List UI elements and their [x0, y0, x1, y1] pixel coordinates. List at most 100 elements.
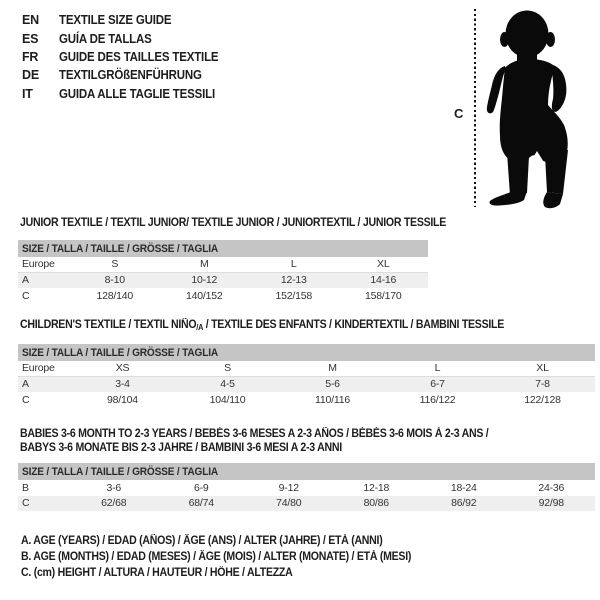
cell: 80/86 [363, 497, 389, 510]
table-row: C 128/140 140/152 152/158 158/170 [18, 288, 428, 304]
junior-table-title-text: JUNIOR TEXTILE / TEXTIL JUNIOR/ TEXTILE … [20, 217, 447, 229]
cell: XL [377, 258, 390, 271]
language-label: GUIDE DES TAILLES TEXTILE [59, 49, 219, 64]
cell: 4-5 [220, 378, 235, 391]
children-table-title-text: CHILDREN'S TEXTILE / TEXTIL NIÑO/A / TEX… [20, 319, 504, 333]
cell: 6-7 [430, 378, 445, 391]
size-header-bar: SIZE / TALLA / TAILLE / GRÖSSE / TAGLIA [18, 344, 595, 361]
table-row: A 8-10 10-12 12-13 14-16 [18, 272, 428, 288]
cell: 86/92 [451, 497, 477, 510]
junior-table-title: JUNIOR TEXTILE / TEXTIL JUNIOR/ TEXTILE … [20, 217, 483, 231]
babies-size-table: SIZE / TALLA / TAILLE / GRÖSSE / TAGLIA … [18, 463, 595, 511]
language-list: EN TEXTILE SIZE GUIDE ES GUÍA DE TALLAS … [22, 11, 232, 103]
cell: 9-12 [278, 481, 299, 494]
title-post: / TEXTILE DES ENFANTS / KINDERTEXTIL / B… [203, 319, 505, 331]
cell: 24-36 [538, 481, 565, 494]
cell: 122/128 [524, 393, 561, 406]
junior-size-table: SIZE / TALLA / TAILLE / GRÖSSE / TAGLIA … [18, 240, 428, 304]
cell: M [199, 258, 209, 271]
cell: 62/68 [101, 497, 127, 510]
size-header-bar: SIZE / TALLA / TAILLE / GRÖSSE / TAGLIA [18, 463, 595, 480]
language-row-en: EN TEXTILE SIZE GUIDE [22, 11, 232, 29]
cell: 152/158 [275, 289, 313, 302]
cell: 7-8 [535, 378, 550, 391]
cell: S [224, 362, 231, 375]
language-code: ES [22, 31, 39, 46]
size-header-text: SIZE / TALLA / TAILLE / GRÖSSE / TAGLIA [22, 242, 218, 255]
title-sub: /A [196, 323, 204, 332]
cell: 6-9 [193, 481, 209, 494]
cell: 12-18 [363, 481, 390, 494]
toddler-silhouette-figure [483, 8, 595, 210]
cell: 104/110 [209, 393, 246, 406]
cell: 3-6 [106, 481, 122, 494]
cell: 98/104 [107, 393, 138, 406]
cell: 128/140 [96, 289, 134, 302]
row-label: A [22, 274, 29, 287]
legend-line-c: C. (cm) HEIGHT / ALTURA / HAUTEUR / HÖHE… [21, 565, 445, 581]
legend-line-c-text: C. (cm) HEIGHT / ALTURA / HAUTEUR / HÖHE… [21, 567, 293, 579]
measurement-legend: A. AGE (YEARS) / EDAD (AÑOS) / ÂGE (ANS)… [21, 533, 445, 581]
children-size-table: SIZE / TALLA / TAILLE / GRÖSSE / TAGLIA … [18, 344, 595, 408]
row-label: C [22, 497, 30, 510]
cell: 158/170 [364, 289, 402, 302]
language-label: GUIDA ALLE TAGLIE TESSILI [59, 86, 215, 101]
row-label: Europe [22, 362, 55, 375]
language-row-fr: FR GUIDE DES TAILLES TEXTILE [22, 48, 232, 66]
row-label: Europe [22, 258, 55, 271]
legend-line-a-text: A. AGE (YEARS) / EDAD (AÑOS) / ÂGE (ANS)… [21, 535, 383, 547]
cell: 5-6 [325, 378, 340, 391]
height-measure-dotted-line [474, 9, 476, 207]
cell: L [434, 362, 441, 375]
cell: XL [536, 362, 549, 375]
cell: L [290, 258, 297, 271]
cell: XS [115, 362, 130, 375]
babies-table-title: BABIES 3-6 MONTH TO 2-3 YEARS / BEBÉS 3-… [20, 428, 529, 455]
cell: 140/152 [185, 289, 223, 302]
cell: M [328, 362, 337, 375]
size-header-text: SIZE / TALLA / TAILLE / GRÖSSE / TAGLIA [22, 465, 218, 478]
legend-line-b: B. AGE (MONTHS) / EDAD (MESES) / ÂGE (MO… [21, 549, 445, 565]
table-row: Europe S M L XL [18, 257, 428, 273]
row-label: A [22, 378, 29, 391]
cell: 8-10 [104, 274, 125, 287]
row-label: B [22, 481, 29, 494]
cell: 3-4 [115, 378, 130, 391]
language-label: GUÍA DE TALLAS [59, 31, 152, 46]
table-row: C 98/104 104/110 110/116 116/122 122/128 [18, 392, 595, 408]
language-code: DE [22, 68, 39, 83]
table-row: B 3-6 6-9 9-12 12-18 18-24 24-36 [18, 480, 595, 496]
language-row-es: ES GUÍA DE TALLAS [22, 29, 232, 47]
cell: 12-13 [280, 274, 307, 287]
legend-line-b-text: B. AGE (MONTHS) / EDAD (MESES) / ÂGE (MO… [21, 551, 412, 563]
legend-line-a: A. AGE (YEARS) / EDAD (AÑOS) / ÂGE (ANS)… [21, 533, 445, 549]
language-code: EN [22, 13, 39, 28]
cell: 74/80 [276, 497, 302, 510]
cell: 116/122 [419, 393, 456, 406]
babies-title-line2: BABYS 3-6 MONATE BIS 2-3 JAHRE / BAMBINI… [20, 441, 342, 454]
row-label: C [22, 393, 30, 406]
table-row: C 62/68 68/74 74/80 80/86 86/92 92/98 [18, 495, 595, 511]
language-row-de: DE TEXTILGRÖßENFÜHRUNG [22, 66, 232, 84]
toddler-silhouette-icon [486, 10, 568, 209]
children-table-title: CHILDREN'S TEXTILE / TEXTIL NIÑO/A / TEX… [20, 319, 546, 333]
language-label: TEXTILE SIZE GUIDE [59, 13, 172, 28]
language-label: TEXTILGRÖßENFÜHRUNG [59, 68, 202, 83]
size-header-bar: SIZE / TALLA / TAILLE / GRÖSSE / TAGLIA [18, 240, 428, 257]
cell: 68/74 [188, 497, 214, 510]
babies-title-line1: BABIES 3-6 MONTH TO 2-3 YEARS / BEBÉS 3-… [20, 428, 489, 440]
cell: 10-12 [191, 274, 218, 287]
language-row-it: IT GUIDA ALLE TAGLIE TESSILI [22, 85, 232, 103]
row-label: C [22, 289, 30, 302]
cell: 92/98 [538, 497, 564, 510]
language-code: IT [22, 86, 33, 101]
table-row: Europe XS S M L XL [18, 361, 595, 377]
title-pre: CHILDREN'S TEXTILE / TEXTIL NIÑO [20, 319, 197, 331]
height-measure-label: C [454, 106, 464, 121]
size-header-text: SIZE / TALLA / TAILLE / GRÖSSE / TAGLIA [22, 346, 218, 359]
cell: 14-16 [370, 274, 397, 287]
language-code: FR [22, 49, 39, 64]
cell: 110/116 [315, 393, 350, 406]
cell: 18-24 [450, 481, 477, 494]
cell: S [111, 258, 119, 271]
